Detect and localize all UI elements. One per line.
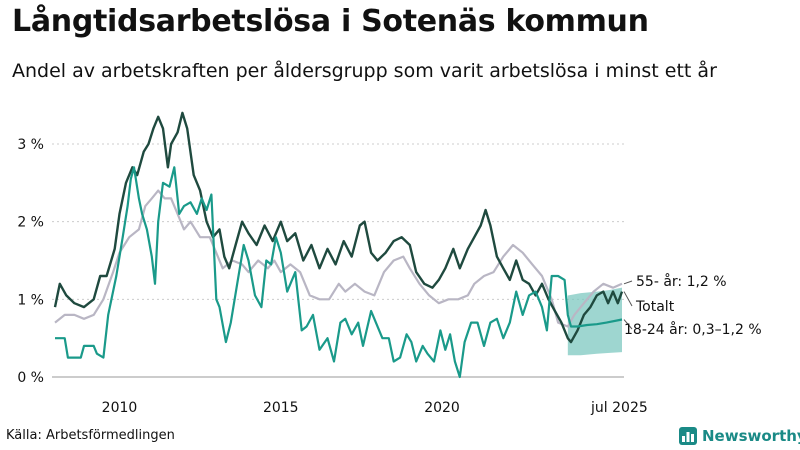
- x-tick-label: 2015: [263, 400, 299, 416]
- brand-name: Newsworthy: [702, 427, 800, 445]
- series-lines: [53, 111, 624, 379]
- chart-title: Långtidsarbetslösa i Sotenäs kommun: [12, 4, 649, 39]
- series-label-young: 18-24 år: 0,3–1,2 %: [624, 321, 762, 338]
- label-leader-young: [623, 319, 633, 330]
- y-axis-labels: 0 % 1 % 2 % 3 %: [17, 137, 44, 386]
- x-tick-label: 2020: [424, 400, 460, 416]
- y-tick-label: 1 %: [17, 292, 44, 308]
- label-leader-older: [623, 280, 633, 285]
- x-tick-label: 2010: [102, 400, 138, 416]
- series-label-total: Totalt: [635, 299, 675, 315]
- x-axis-labels: 2010 2015 2020 jul 2025: [102, 400, 648, 416]
- source-note: Källa: Arbetsförmedlingen: [6, 428, 175, 443]
- series-line-young: [55, 166, 623, 379]
- series-line-total: [53, 111, 624, 344]
- label-leader-total: [623, 291, 633, 307]
- series-labels: 55- år: 1,2 % Totalt 18-24 år: 0,3–1,2 %: [623, 273, 762, 338]
- x-tick-label: jul 2025: [590, 400, 648, 416]
- y-tick-label: 2 %: [17, 215, 44, 231]
- brand-logo: Newsworthy: [679, 427, 800, 445]
- y-tick-label: 3 %: [17, 137, 44, 153]
- series-line-older: [54, 189, 623, 328]
- series-label-older: 55- år: 1,2 %: [636, 273, 727, 290]
- newsworthy-logo-icon: [679, 427, 697, 445]
- y-tick-label: 0 %: [17, 370, 44, 386]
- chart-subtitle: Andel av arbetskraften per åldersgrupp s…: [12, 60, 717, 82]
